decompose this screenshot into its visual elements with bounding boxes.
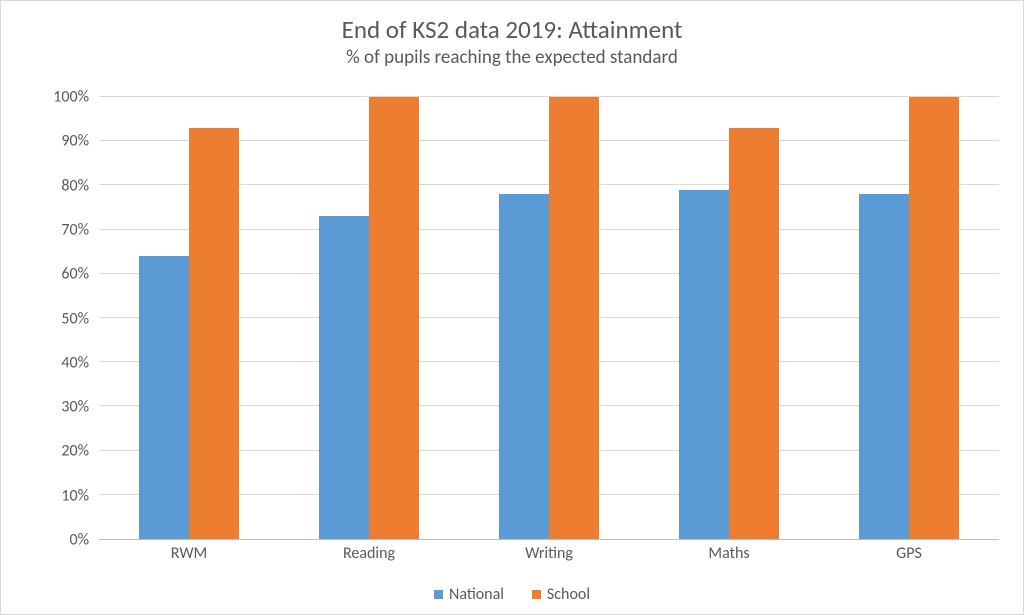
bar-group (99, 97, 279, 539)
y-tick-label: 100% (53, 88, 89, 107)
y-tick-label: 80% (61, 176, 89, 195)
y-tick-label: 90% (61, 132, 89, 151)
bar-group (639, 97, 819, 539)
plot-area (99, 97, 999, 540)
x-tick-label: Reading (279, 544, 459, 570)
y-tick-label: 50% (61, 309, 89, 328)
plot-wrapper: 0%10%20%30%40%50%60%70%80%90%100% (29, 97, 999, 540)
legend-swatch (532, 590, 541, 599)
y-tick-label: 40% (61, 353, 89, 372)
legend-label: National (449, 585, 504, 604)
legend-item: National (434, 585, 504, 604)
y-tick-label: 60% (61, 265, 89, 284)
bar (139, 256, 189, 539)
y-tick-label: 0% (69, 531, 89, 550)
bar (369, 97, 419, 539)
bar-group (819, 97, 999, 539)
x-tick-label: RWM (99, 544, 279, 570)
x-axis: RWMReadingWritingMathsGPS (99, 544, 999, 570)
y-tick-label: 30% (61, 398, 89, 417)
bar (729, 128, 779, 539)
x-tick-label: Maths (639, 544, 819, 570)
y-tick-label: 70% (61, 220, 89, 239)
bar (319, 216, 369, 539)
title-block: End of KS2 data 2019: Attainment % of pu… (1, 1, 1023, 70)
y-tick-label: 10% (61, 486, 89, 505)
bar (909, 97, 959, 539)
legend: National School (1, 585, 1023, 604)
legend-item: School (532, 585, 590, 604)
chart-subtitle: % of pupils reaching the expected standa… (1, 47, 1023, 70)
x-tick-label: Writing (459, 544, 639, 570)
y-axis: 0%10%20%30%40%50%60%70%80%90%100% (29, 97, 99, 540)
x-tick-label: GPS (819, 544, 999, 570)
bar (549, 97, 599, 539)
bar-group (459, 97, 639, 539)
chart-container: End of KS2 data 2019: Attainment % of pu… (0, 0, 1024, 615)
bar (679, 190, 729, 539)
bar (189, 128, 239, 539)
bar (859, 194, 909, 539)
bar-group (279, 97, 459, 539)
legend-swatch (434, 590, 443, 599)
bar (499, 194, 549, 539)
bar-groups (99, 97, 999, 539)
legend-label: School (547, 585, 590, 604)
chart-title: End of KS2 data 2019: Attainment (1, 15, 1023, 45)
y-tick-label: 20% (61, 442, 89, 461)
